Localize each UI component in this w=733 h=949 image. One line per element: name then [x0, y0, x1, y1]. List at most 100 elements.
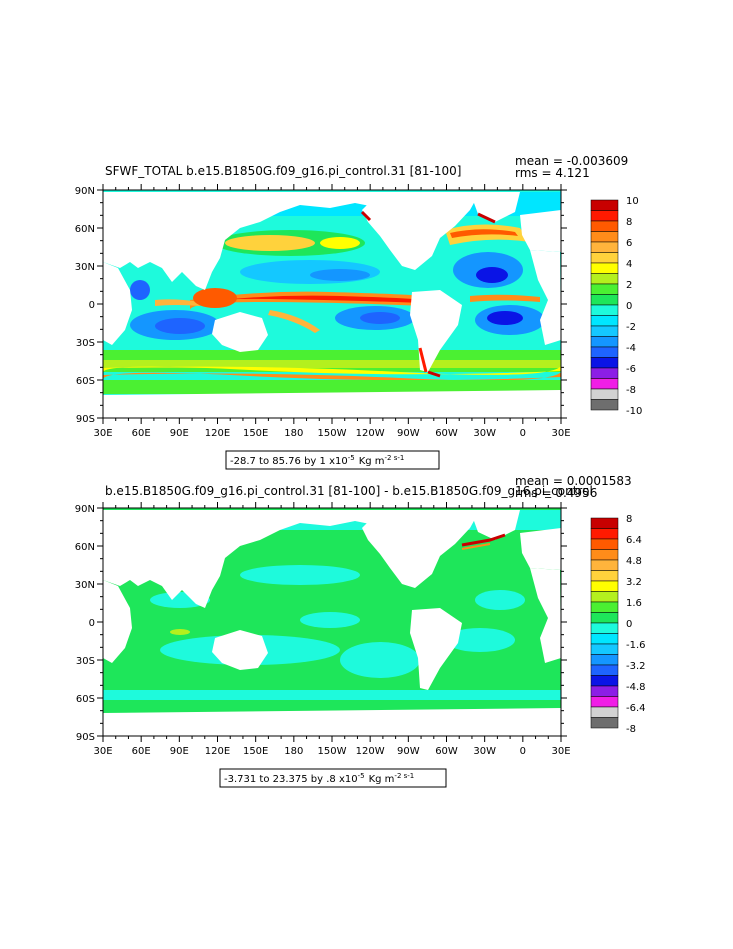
colorbar-swatch: [590, 231, 619, 243]
colorbar-swatch: [590, 346, 619, 358]
maritime-wet: [193, 288, 237, 308]
itcz-core: [200, 295, 425, 305]
lon-label: 150E: [243, 746, 268, 757]
colorbar-swatch: [590, 654, 619, 666]
australia: [212, 312, 268, 352]
colorbar-swatch: [590, 664, 619, 676]
panel-1-colorbar: 10 8 6 4 2 0 -2 -4 -6 -8 -10: [590, 196, 642, 417]
panel-2-info-text: -3.731 to 23.375 by .8 x10-5 Kg m-2 s-1: [224, 772, 414, 785]
colorbar-label: -6.4: [626, 703, 646, 714]
lon-label: 90E: [170, 746, 189, 757]
colorbar-swatch: [590, 570, 619, 582]
lon-label: 180: [284, 428, 303, 439]
colorbar-swatch: [590, 591, 619, 603]
panel-1-mean: mean = -0.003609: [515, 154, 628, 168]
southern-orange: [103, 372, 561, 381]
lon-label: 30W: [473, 428, 496, 439]
lat-label: 90N: [75, 504, 95, 515]
colorbar-swatch: [590, 643, 619, 655]
lon-label: 30E: [551, 428, 570, 439]
itcz-band: [190, 291, 425, 310]
lon-label: 90W: [397, 428, 420, 439]
lat-label: 60N: [75, 224, 95, 235]
lon-label: 0: [520, 428, 526, 439]
colorbar-swatch: [590, 199, 619, 211]
land: [103, 192, 561, 418]
colorbar-swatch: [590, 241, 619, 253]
colorbar-label: -6: [626, 364, 636, 375]
africa: [103, 262, 132, 345]
colorbar-label: -10: [626, 406, 642, 417]
panel-2-title: b.e15.B1850G.f09_g16.pi_control.31 [81-1…: [105, 484, 593, 498]
antarctic-edge: [103, 380, 561, 394]
colorbar-swatch: [590, 367, 619, 379]
indian-itcz: [155, 299, 200, 306]
colorbar-swatch: [590, 262, 619, 274]
colorbar-label: 10: [626, 196, 639, 207]
lon-label: 120E: [205, 746, 230, 757]
panel-2-mean: mean = 0.0001583: [515, 474, 632, 488]
lat-label: 60S: [76, 694, 95, 705]
colorbar-label: 6.4: [626, 535, 642, 546]
colorbar-swatch: [590, 706, 619, 718]
spcz: [268, 310, 320, 333]
colorbar-label: -4: [626, 343, 636, 354]
colorbar-label: 4: [626, 259, 632, 270]
colorbar-swatch: [590, 294, 619, 306]
panel-2-info: -3.731 to 23.375 by .8 x10-5 Kg m-2 s-1: [219, 768, 447, 788]
patagonia-coast: [427, 370, 441, 378]
lon-label: 90W: [397, 746, 420, 757]
colorbar-label: 4.8: [626, 556, 642, 567]
lat-label: 0: [89, 300, 95, 311]
colorbar-label: -3.2: [626, 661, 646, 672]
indian-ocean-dry-core: [155, 318, 205, 334]
panel-2-ticks: 90N 60N 30N 0 30S 60S 90S 30E 60E 90E 120E 150E 180 1…: [75, 502, 571, 757]
colorbar-swatch: [590, 633, 619, 645]
southern-yellow: [103, 360, 561, 368]
panel-2-info-box: [219, 768, 447, 788]
lon-label: 120W: [356, 428, 385, 439]
colorbar-label: 1.6: [626, 598, 642, 609]
north-america: [362, 192, 480, 270]
lon-label: 30W: [473, 746, 496, 757]
south-pacific-dry-core: [360, 312, 400, 324]
lat-label: 0: [89, 618, 95, 629]
lon-label: 150E: [243, 428, 268, 439]
lat-label: 60N: [75, 542, 95, 553]
lon-label: 30E: [93, 746, 112, 757]
colorbar-swatch: [590, 580, 619, 592]
lon-label: 150W: [318, 746, 347, 757]
panel-1-info-text: -28.7 to 85.76 by 1 x10-5 Kg m-2 s-1: [230, 454, 404, 467]
colorbar-swatch: [590, 325, 619, 337]
colorbar-swatch: [590, 717, 619, 729]
colorbar-label: 3.2: [626, 577, 642, 588]
colorbar-swatch: [590, 559, 619, 571]
panel-1-info: -28.7 to 85.76 by 1 x10-5 Kg m-2 s-1: [225, 450, 440, 470]
colorbar-swatch: [590, 283, 619, 295]
panel-1-ticks: 90N 60N 30N 0 30S 60S 90S 30E 60E 90E 120E 150E 180 1…: [75, 184, 571, 439]
lat-label: 30S: [76, 338, 95, 349]
colorbar-swatch: [590, 357, 619, 369]
colorbar-swatch: [590, 210, 619, 222]
colorbar-swatch: [590, 252, 619, 264]
andes-coast: [418, 347, 428, 373]
europe-west: [520, 210, 561, 252]
colorbar-swatch: [590, 517, 619, 529]
indian-ocean-yellow: [170, 629, 190, 635]
panel-1: SFWF_TOTAL b.e15.B1850G.f09_g16.pi_contr…: [75, 154, 642, 470]
lon-label: 60E: [132, 428, 151, 439]
north-atlantic-wet-core: [450, 229, 518, 238]
lat-label: 30N: [75, 580, 95, 591]
arabian-dry: [130, 280, 150, 300]
lon-label: 60W: [435, 428, 458, 439]
lon-label: 120E: [205, 428, 230, 439]
colorbar-label: 2: [626, 280, 632, 291]
colorbar-swatch: [590, 612, 619, 624]
lat-label: 90S: [76, 732, 95, 743]
colorbar-swatch: [590, 399, 619, 411]
colorbar-label: 0: [626, 619, 632, 630]
north-atlantic-dry-core: [476, 267, 508, 283]
land-2: [103, 510, 561, 736]
colorbar-swatch: [590, 273, 619, 285]
